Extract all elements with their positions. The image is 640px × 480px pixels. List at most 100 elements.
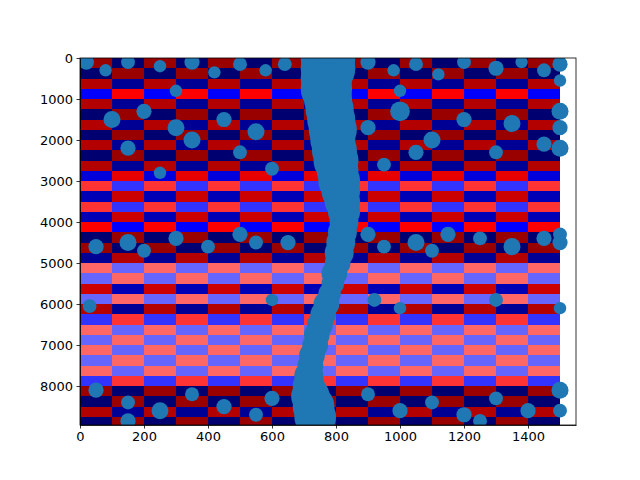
image-cell — [176, 161, 208, 171]
image-cell — [496, 355, 528, 365]
scatter-point — [119, 234, 136, 251]
image-cell — [80, 345, 112, 355]
image-cell — [112, 386, 144, 396]
figure: 0200400600800100012001400010002000300040… — [0, 0, 640, 480]
scatter-point — [425, 396, 439, 410]
scatter-point — [408, 145, 423, 160]
tick: 1000 — [40, 92, 80, 107]
scatter-point — [423, 132, 440, 149]
image-cell — [400, 273, 432, 283]
image-cell — [176, 284, 208, 294]
image-cell — [432, 284, 464, 294]
image-cell — [144, 212, 176, 222]
tick: 1200 — [448, 425, 481, 444]
scatter-point — [216, 399, 231, 414]
image-cell — [464, 345, 496, 355]
image-cell — [80, 222, 112, 232]
image-cell — [432, 99, 464, 109]
image-cell — [528, 284, 560, 294]
tick-label: 0 — [76, 429, 84, 444]
image-cell — [144, 150, 176, 160]
image-cell — [208, 273, 240, 283]
image-cell — [112, 376, 144, 386]
scatter-point — [367, 293, 381, 307]
image-cell — [336, 417, 368, 425]
scatter-point — [551, 103, 568, 120]
scatter-point — [387, 64, 399, 76]
image-cell — [432, 273, 464, 283]
scatter-point — [552, 120, 567, 135]
image-cell — [528, 263, 560, 273]
image-cell — [368, 273, 400, 283]
image-cell — [400, 263, 432, 273]
image-cell — [368, 314, 400, 324]
image-cell — [272, 325, 304, 335]
image-cell — [176, 99, 208, 109]
image-cell — [432, 161, 464, 171]
tick: 200 — [132, 425, 157, 444]
plot-area — [80, 58, 569, 425]
image-cell — [208, 386, 240, 396]
scatter-point — [154, 167, 166, 179]
image-cell — [496, 284, 528, 294]
image-cell — [400, 212, 432, 222]
image-cell — [80, 140, 112, 150]
scatter-point — [489, 391, 503, 405]
scatter-point — [503, 115, 520, 132]
image-cell — [400, 191, 432, 201]
image-cell — [464, 304, 496, 314]
image-cell — [112, 345, 144, 355]
image-cell — [464, 99, 496, 109]
image-cell — [496, 376, 528, 386]
image-cell — [464, 202, 496, 212]
image-cell — [400, 181, 432, 191]
image-cell — [432, 366, 464, 376]
scatter-point — [394, 302, 406, 314]
tick: 1400 — [512, 425, 545, 444]
image-cell — [496, 366, 528, 376]
image-cell — [208, 355, 240, 365]
image-cell — [80, 212, 112, 222]
tick-mark — [77, 140, 81, 141]
image-cell — [208, 366, 240, 376]
image-cell — [176, 407, 208, 417]
image-cell — [464, 355, 496, 365]
image-cell — [80, 263, 112, 273]
tick-label: 0 — [65, 51, 73, 66]
image-cell — [240, 79, 272, 89]
image-cell — [432, 191, 464, 201]
image-cell — [528, 314, 560, 324]
scatter-point — [120, 413, 135, 425]
image-cell — [80, 325, 112, 335]
scatter-point — [456, 407, 471, 422]
image-cell — [400, 314, 432, 324]
image-cell — [528, 366, 560, 376]
image-cell — [400, 345, 432, 355]
tick: 7000 — [40, 338, 80, 353]
image-cell — [112, 161, 144, 171]
image-cell — [528, 181, 560, 191]
image-cell — [208, 335, 240, 345]
image-cell — [176, 253, 208, 263]
scatter-point — [551, 140, 568, 157]
image-cell — [240, 325, 272, 335]
image-cell — [176, 335, 208, 345]
scatter-point — [489, 145, 503, 159]
image-cell — [144, 325, 176, 335]
image-cell — [432, 181, 464, 191]
tick: 8000 — [40, 379, 80, 394]
scatter-point — [377, 240, 391, 254]
image-cell — [336, 355, 368, 365]
image-cell — [336, 345, 368, 355]
image-cell — [400, 120, 432, 130]
tick-label: 1000 — [384, 429, 417, 444]
image-cell — [208, 171, 240, 181]
image-cell — [144, 191, 176, 201]
scatter-point — [394, 85, 406, 97]
image-cell — [400, 376, 432, 386]
image-cell — [464, 79, 496, 89]
scatter-point — [208, 66, 220, 78]
image-cell — [80, 284, 112, 294]
image-cell — [176, 325, 208, 335]
image-cell — [368, 366, 400, 376]
